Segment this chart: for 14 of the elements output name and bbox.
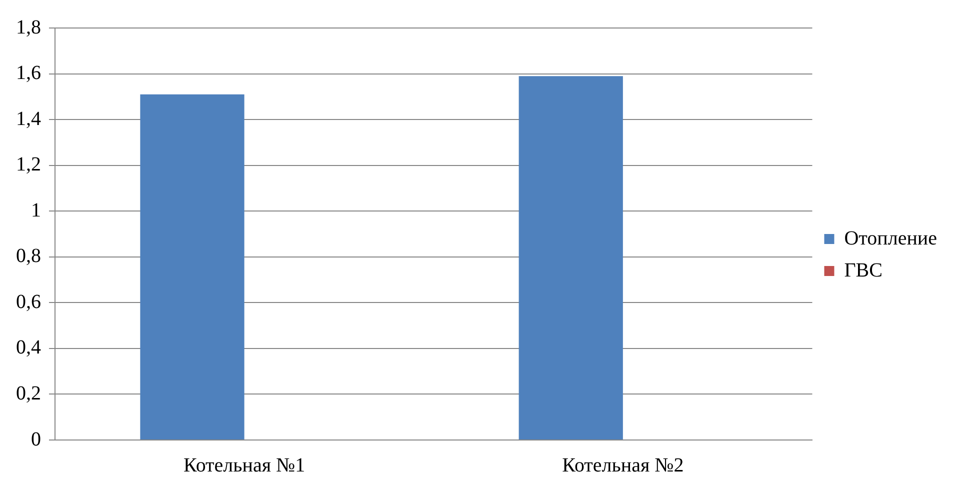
y-tick-label: 1,2 (16, 154, 41, 176)
y-tick-label: 0,2 (16, 382, 41, 404)
y-tick-label: 1,8 (16, 16, 41, 38)
x-tick-label: Котельная №1 (183, 454, 306, 476)
y-tick-label: 0,4 (16, 336, 41, 359)
y-tick-label: 1,6 (16, 62, 41, 84)
y-tick-label: 0 (31, 428, 41, 450)
y-tick-label: 0,8 (16, 245, 41, 268)
y-tick-label: 1 (31, 199, 41, 222)
y-tick-label: 1,4 (16, 108, 41, 130)
legend-label: Отопление (844, 227, 938, 250)
y-tick-label: 0,6 (16, 290, 41, 313)
x-tick-label: Котельная №2 (562, 454, 684, 476)
legend-label: ГВС (844, 259, 882, 282)
